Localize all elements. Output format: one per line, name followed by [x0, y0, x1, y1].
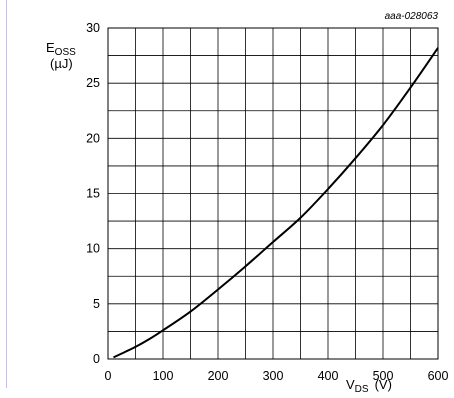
y-tick-label: 0: [93, 352, 100, 366]
x-axis-ticks: 0 100 200 300 400 500 600: [105, 369, 449, 383]
y-axis-ticks: 0 5 10 15 20 25 30: [86, 21, 100, 366]
series-line: [113, 47, 439, 359]
x-tick-label: 200: [208, 369, 229, 383]
y-tick-label: 25: [86, 76, 100, 90]
grid: [107, 27, 439, 360]
figure-annotation: aaa-028063: [385, 11, 439, 22]
x-tick-label: 0: [105, 369, 112, 383]
x-tick-label: 300: [263, 369, 284, 383]
x-tick-label: 600: [428, 369, 449, 383]
y-tick-label: 10: [86, 242, 100, 256]
y-axis-label: EOSS: [46, 40, 76, 58]
x-tick-label: 400: [318, 369, 339, 383]
series-group: [113, 47, 439, 359]
x-tick-label: 100: [153, 369, 174, 383]
x-axis-label: VDS (V): [346, 377, 392, 395]
y-tick-label: 15: [86, 187, 100, 201]
y-tick-label: 20: [86, 131, 100, 145]
page-frame-line: [6, 0, 7, 388]
x-tick-label: 500: [373, 369, 394, 383]
y-tick-label: 5: [93, 297, 100, 311]
y-tick-label: 30: [86, 21, 100, 35]
plot-area: [107, 27, 439, 360]
y-axis-unit: (µJ): [50, 56, 73, 71]
